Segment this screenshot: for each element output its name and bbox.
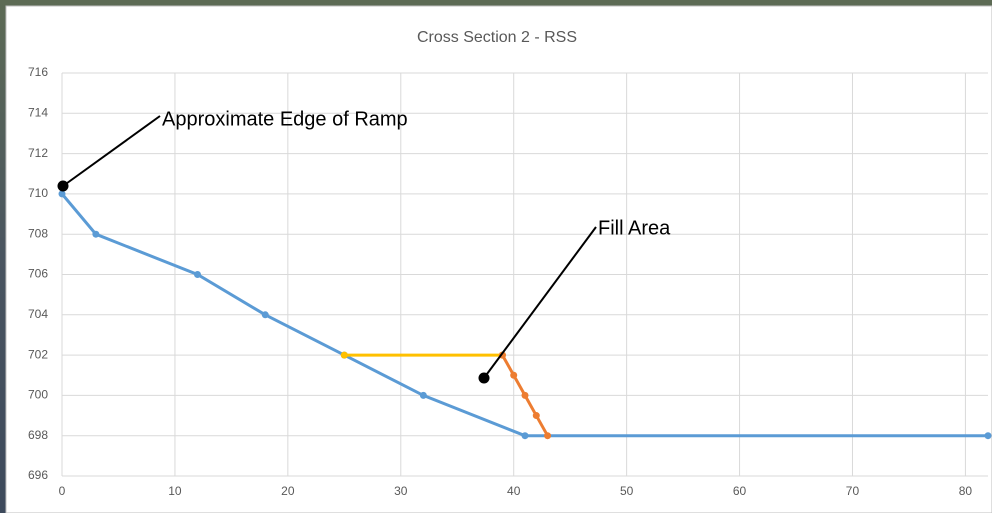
- annotation-text: Fill Area: [598, 217, 671, 239]
- point-marker: [92, 231, 99, 238]
- point-marker: [522, 392, 529, 399]
- y-tick-label: 700: [28, 388, 48, 402]
- point-marker: [194, 271, 201, 278]
- x-tick-label: 80: [959, 484, 973, 498]
- x-tick-label: 70: [846, 484, 860, 498]
- x-tick-label: 50: [620, 484, 634, 498]
- point-marker: [341, 352, 348, 359]
- y-tick-label: 714: [28, 105, 48, 119]
- x-tick-label: 0: [59, 484, 66, 498]
- x-tick-label: 10: [168, 484, 182, 498]
- chart-title: Cross Section 2 - RSS: [417, 29, 577, 46]
- x-tick-label: 60: [733, 484, 747, 498]
- point-marker: [544, 432, 551, 439]
- y-tick-label: 710: [28, 186, 48, 200]
- y-tick-label: 716: [28, 65, 48, 79]
- point-marker: [510, 372, 517, 379]
- y-tick-label: 706: [28, 267, 48, 281]
- point-marker: [533, 412, 540, 419]
- y-tick-label: 704: [28, 307, 48, 321]
- annotation-text: Approximate Edge of Ramp: [162, 108, 408, 130]
- y-tick-label: 702: [28, 347, 48, 361]
- y-tick-label: 712: [28, 146, 48, 160]
- point-marker: [522, 432, 529, 439]
- chart: Cross Section 2 - RSS 696698700702704706…: [0, 0, 992, 513]
- annotation-dot: [479, 373, 490, 384]
- x-tick-label: 40: [507, 484, 521, 498]
- y-tick-label: 696: [28, 468, 48, 482]
- y-tick-label: 708: [28, 226, 48, 240]
- point-marker: [985, 432, 992, 439]
- y-tick-label: 698: [28, 428, 48, 442]
- x-tick-label: 20: [281, 484, 295, 498]
- point-marker: [59, 190, 66, 197]
- x-tick-label: 30: [394, 484, 408, 498]
- annotation-dot: [58, 181, 69, 192]
- point-marker: [420, 392, 427, 399]
- point-marker: [262, 311, 269, 318]
